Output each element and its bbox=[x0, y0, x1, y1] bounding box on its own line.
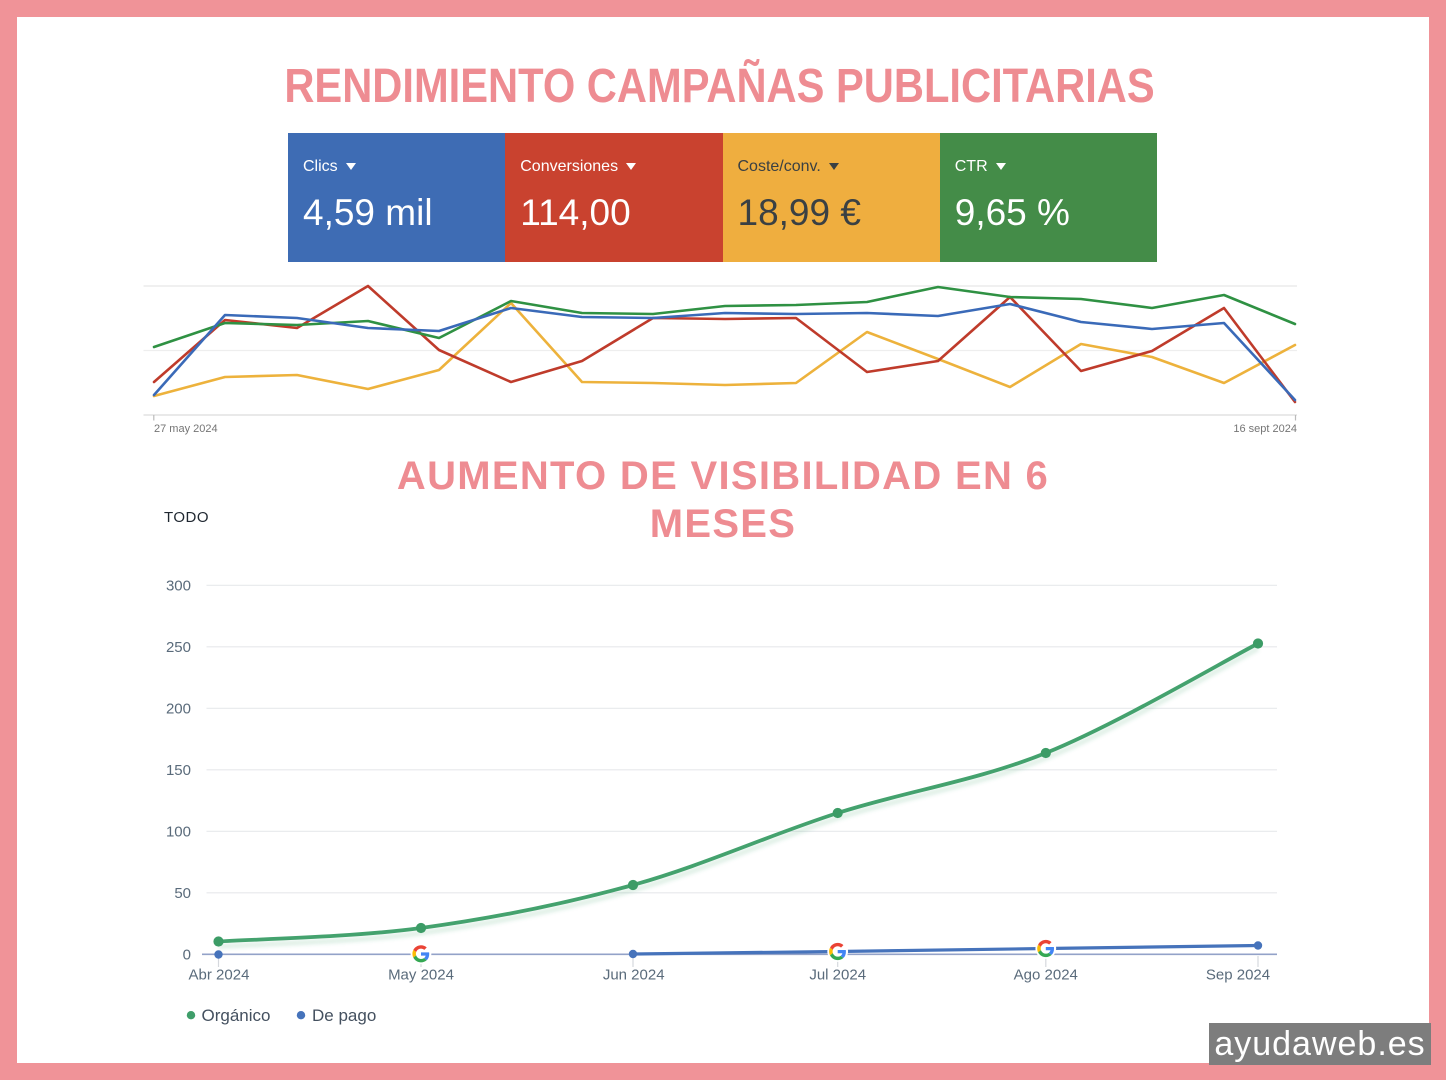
svg-text:0: 0 bbox=[183, 947, 191, 964]
svg-text:De pago: De pago bbox=[312, 1006, 376, 1025]
svg-text:50: 50 bbox=[174, 885, 191, 902]
svg-text:Jul 2024: Jul 2024 bbox=[809, 967, 866, 984]
svg-text:250: 250 bbox=[166, 639, 191, 656]
svg-text:300: 300 bbox=[166, 578, 191, 595]
svg-text:100: 100 bbox=[166, 824, 191, 841]
svg-text:Ago 2024: Ago 2024 bbox=[1014, 967, 1078, 984]
svg-text:Jun 2024: Jun 2024 bbox=[603, 967, 665, 984]
svg-text:Abr 2024: Abr 2024 bbox=[189, 967, 250, 984]
svg-text:Sep 2024: Sep 2024 bbox=[1206, 967, 1270, 984]
svg-text:Orgánico: Orgánico bbox=[202, 1006, 271, 1025]
svg-text:200: 200 bbox=[166, 701, 191, 718]
svg-text:16 sept 2024: 16 sept 2024 bbox=[1233, 423, 1297, 435]
svg-text:27 may 2024: 27 may 2024 bbox=[154, 423, 218, 435]
svg-text:150: 150 bbox=[166, 762, 191, 779]
svg-text:May 2024: May 2024 bbox=[388, 967, 454, 984]
